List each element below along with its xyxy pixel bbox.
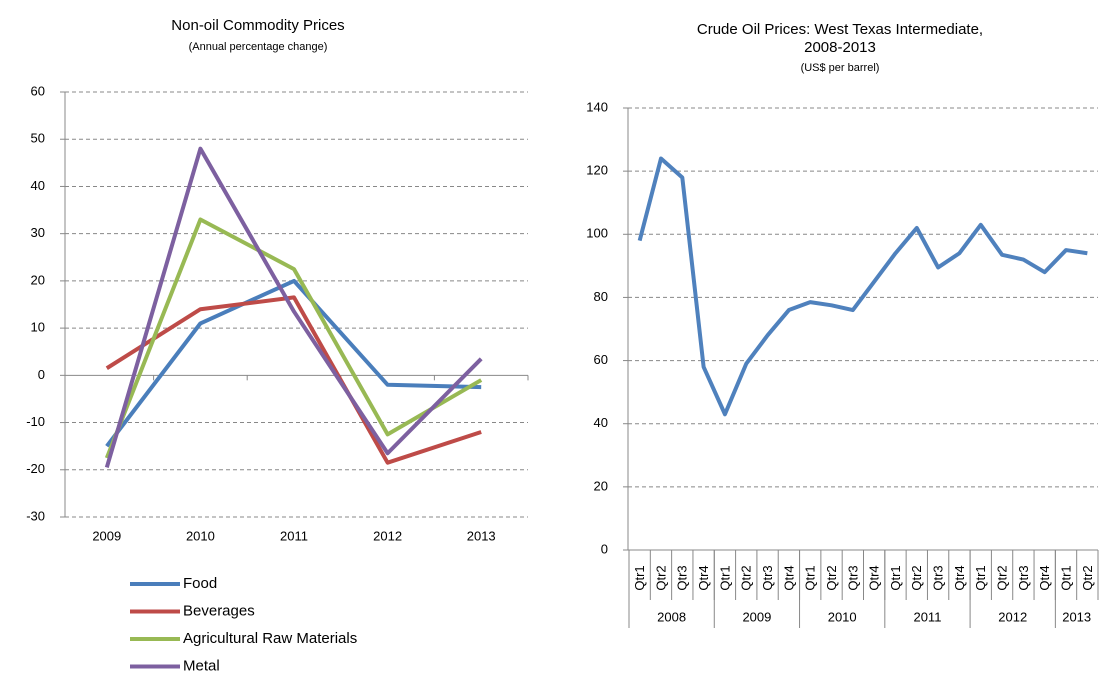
x-group-label: 2008 [657, 609, 686, 624]
data-line [637, 156, 1088, 417]
y-tick-label: 120 [586, 163, 608, 178]
x-tick-label: Qtr3 [1016, 565, 1031, 590]
x-tick-label: Qtr2 [1080, 565, 1095, 590]
y-tick-label: 100 [586, 226, 608, 241]
chart-title: Crude Oil Prices: West Texas Intermediat… [697, 21, 983, 38]
y-tick-label: 20 [594, 478, 608, 493]
y-tick-label: -30 [26, 508, 45, 523]
y-tick-label: 20 [31, 272, 45, 287]
x-tick-label: Qtr2 [909, 565, 924, 590]
x-tick-label: Qtr1 [632, 565, 647, 590]
y-tick-label: 40 [31, 178, 45, 193]
x-group-label: 2012 [998, 609, 1027, 624]
x-tick-label: Qtr2 [653, 565, 668, 590]
x-group-label: 2010 [828, 609, 857, 624]
x-group-label: 2009 [742, 609, 771, 624]
x-tick-label: 2010 [186, 528, 215, 543]
y-tick-label: 60 [31, 83, 45, 98]
y-tick-label: 40 [594, 415, 608, 430]
legend-label: Food [183, 575, 217, 592]
data-line [104, 146, 483, 468]
x-tick-label: 2013 [467, 528, 496, 543]
x-group-label: 2013 [1062, 609, 1091, 624]
x-tick-label: Qtr1 [973, 565, 988, 590]
x-tick-label: Qtr3 [675, 565, 690, 590]
x-tick-label: Qtr4 [696, 565, 711, 590]
y-tick-label: 0 [38, 367, 45, 382]
x-tick-label: Qtr3 [931, 565, 946, 590]
x-tick-label: Qtr4 [867, 565, 882, 590]
chart-title: 2008-2013 [804, 39, 876, 56]
data-line [105, 295, 482, 465]
x-tick-label: Qtr3 [760, 565, 775, 590]
x-tick-label: 2009 [92, 528, 121, 543]
y-tick-label: 10 [31, 320, 45, 335]
data-line [104, 217, 483, 459]
y-tick-label: 0 [601, 541, 608, 556]
chart-title: Non-oil Commodity Prices [171, 17, 344, 34]
x-tick-label: Qtr1 [1058, 565, 1073, 590]
x-tick-label: Qtr1 [717, 565, 732, 590]
chart-subtitle: (Annual percentage change) [189, 41, 328, 53]
y-tick-label: 60 [594, 352, 608, 367]
y-tick-label: 140 [586, 99, 608, 114]
x-tick-label: Qtr4 [1037, 565, 1052, 590]
legend-label: Agricultural Raw Materials [183, 630, 357, 647]
y-tick-label: 80 [594, 289, 608, 304]
chart-subtitle: (US$ per barrel) [801, 62, 880, 74]
x-tick-label: Qtr3 [845, 565, 860, 590]
legend-label: Metal [183, 657, 220, 674]
x-tick-label: 2012 [373, 528, 402, 543]
y-tick-label: -10 [26, 414, 45, 429]
x-tick-label: Qtr4 [952, 565, 967, 590]
x-tick-label: Qtr1 [888, 565, 903, 590]
x-tick-label: Qtr2 [824, 565, 839, 590]
legend-label: Beverages [183, 602, 255, 619]
data-line [105, 278, 482, 448]
x-tick-label: Qtr2 [995, 565, 1010, 590]
y-tick-label: -20 [26, 461, 45, 476]
x-tick-label: Qtr1 [803, 565, 818, 590]
x-group-label: 2011 [913, 609, 941, 624]
x-tick-label: Qtr4 [781, 565, 796, 590]
x-tick-label: Qtr2 [739, 565, 754, 590]
y-tick-label: 30 [31, 225, 45, 240]
x-tick-label: 2011 [280, 528, 308, 543]
y-tick-label: 50 [31, 131, 45, 146]
